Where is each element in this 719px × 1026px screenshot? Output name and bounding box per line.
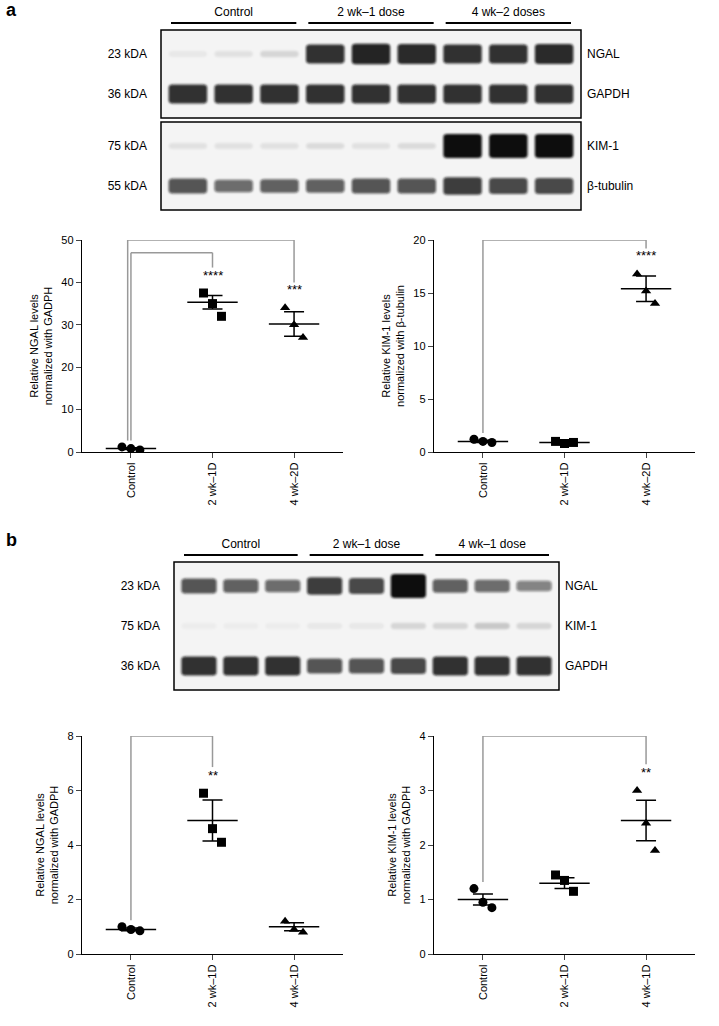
svg-text:**: ** [208, 768, 218, 783]
svg-text:10: 10 [61, 403, 73, 415]
svg-text:36 kDA: 36 kDA [121, 659, 160, 673]
svg-text:10: 10 [413, 340, 425, 352]
svg-text:****: **** [203, 268, 223, 283]
svg-text:0: 0 [419, 446, 425, 458]
svg-text:Relative KIM-1 levelsnormalize: Relative KIM-1 levelsnormalized with β-t… [380, 285, 406, 407]
svg-text:4 wk–2 doses: 4 wk–2 doses [472, 5, 545, 19]
svg-text:2 wk–1 dose: 2 wk–1 dose [333, 537, 401, 551]
svg-text:***: *** [287, 282, 302, 297]
svg-text:**: ** [641, 765, 651, 780]
svg-text:Relative NGAL levelsnormalized: Relative NGAL levelsnormalized with GADP… [28, 287, 54, 406]
svg-text:30: 30 [61, 319, 73, 331]
svg-text:2 wk–1D: 2 wk–1D [206, 463, 218, 506]
svg-text:Relative KIM-1 levelsnormalize: Relative KIM-1 levelsnormalized with GAD… [386, 786, 412, 905]
svg-text:KIM-1: KIM-1 [587, 139, 619, 153]
svg-text:2 wk–1 dose: 2 wk–1 dose [337, 5, 405, 19]
svg-text:50: 50 [61, 234, 73, 246]
svg-text:8: 8 [67, 730, 73, 742]
svg-text:4 wk–2D: 4 wk–2D [288, 463, 300, 506]
svg-text:GAPDH: GAPDH [565, 659, 608, 673]
svg-text:5: 5 [419, 393, 425, 405]
svg-text:6: 6 [67, 784, 73, 796]
svg-text:40: 40 [61, 276, 73, 288]
svg-text:4 wk–1D: 4 wk–1D [640, 965, 652, 1008]
svg-text:20: 20 [61, 361, 73, 373]
svg-text:β-tubulin: β-tubulin [587, 179, 633, 193]
svg-text:2 wk–1D: 2 wk–1D [558, 965, 570, 1008]
svg-text:55 kDA: 55 kDA [108, 179, 147, 193]
svg-text:4 wk–1 dose: 4 wk–1 dose [458, 537, 526, 551]
svg-text:15: 15 [413, 287, 425, 299]
svg-text:4 wk–1D: 4 wk–1D [288, 965, 300, 1008]
svg-text:2 wk–1D: 2 wk–1D [206, 965, 218, 1008]
svg-text:NGAL: NGAL [587, 47, 620, 61]
svg-text:Control: Control [477, 463, 489, 498]
svg-text:a: a [6, 0, 17, 20]
svg-text:20: 20 [413, 234, 425, 246]
svg-text:2: 2 [419, 839, 425, 851]
svg-text:2 wk–1D: 2 wk–1D [558, 463, 570, 506]
svg-text:4 wk–2D: 4 wk–2D [640, 463, 652, 506]
svg-text:Relative NGAL levelsnormalized: Relative NGAL levelsnormalized with GADP… [34, 786, 60, 905]
svg-text:Control: Control [125, 463, 137, 498]
svg-text:Control: Control [477, 965, 489, 1000]
svg-text:4: 4 [67, 839, 73, 851]
svg-text:1: 1 [419, 893, 425, 905]
svg-text:b: b [6, 530, 17, 550]
svg-text:KIM-1: KIM-1 [565, 619, 597, 633]
svg-text:23 kDA: 23 kDA [108, 47, 147, 61]
svg-text:75 kDA: 75 kDA [121, 619, 160, 633]
svg-text:Control: Control [125, 965, 137, 1000]
svg-text:GAPDH: GAPDH [587, 87, 630, 101]
svg-text:0: 0 [419, 948, 425, 960]
svg-text:****: **** [636, 248, 656, 263]
svg-text:36 kDA: 36 kDA [108, 87, 147, 101]
svg-text:Control: Control [214, 5, 253, 19]
svg-text:0: 0 [67, 446, 73, 458]
svg-text:3: 3 [419, 784, 425, 796]
svg-text:0: 0 [67, 948, 73, 960]
svg-text:4: 4 [419, 730, 425, 742]
svg-text:Control: Control [221, 537, 260, 551]
svg-text:23 kDA: 23 kDA [121, 579, 160, 593]
svg-text:75 kDA: 75 kDA [108, 139, 147, 153]
svg-text:2: 2 [67, 893, 73, 905]
svg-text:NGAL: NGAL [565, 579, 598, 593]
